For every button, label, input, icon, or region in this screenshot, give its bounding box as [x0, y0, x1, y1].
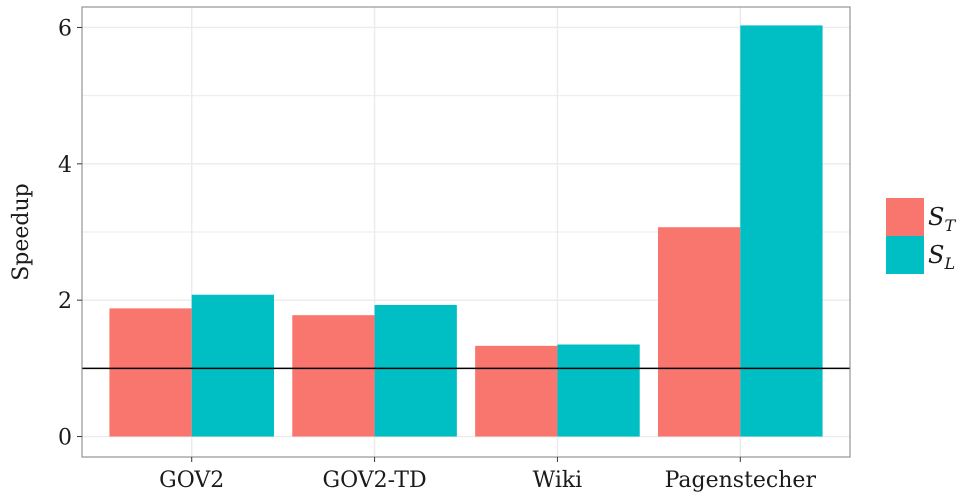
x-tick-label: Wiki — [533, 468, 583, 493]
y-tick-label: 6 — [58, 16, 72, 41]
legend-label-S_L: SL — [928, 241, 955, 273]
y-tick-label: 4 — [58, 153, 72, 178]
bar-S_T-GOV2-TD — [292, 315, 375, 437]
y-tick-label: 0 — [58, 426, 72, 451]
bar-S_L-Wiki — [557, 344, 640, 437]
x-tick-label: GOV2 — [159, 468, 224, 493]
legend: ST SL — [886, 198, 956, 274]
x-tick-label: GOV2-TD — [323, 468, 427, 493]
bar-S_L-GOV2 — [191, 294, 274, 437]
bar-S_T-Pagenstecher — [658, 227, 741, 437]
x-tick-label: Pagenstecher — [665, 468, 817, 493]
bar-S_L-Pagenstecher — [740, 25, 823, 437]
legend-key-S_T — [886, 198, 924, 236]
y-axis-title: Speedup — [9, 183, 34, 281]
legend-label-S_T: ST — [928, 203, 956, 235]
bar-S_T-Wiki — [475, 345, 558, 437]
y-axis: 0 2 4 6 — [58, 16, 82, 451]
panel-border — [81, 6, 851, 458]
bars — [109, 25, 823, 437]
legend-key-S_L — [886, 236, 924, 274]
y-tick-label: 2 — [58, 289, 72, 314]
bar-S_L-GOV2-TD — [374, 304, 457, 437]
x-axis: GOV2 GOV2-TD Wiki Pagenstecher — [159, 457, 816, 493]
bar-S_T-GOV2 — [109, 308, 192, 437]
